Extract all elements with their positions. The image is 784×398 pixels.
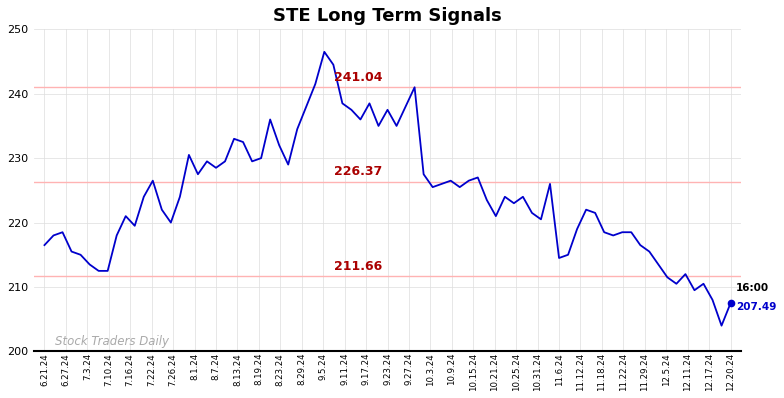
Title: STE Long Term Signals: STE Long Term Signals (273, 7, 502, 25)
Text: 211.66: 211.66 (334, 260, 382, 273)
Text: 16:00: 16:00 (736, 283, 769, 293)
Text: 226.37: 226.37 (334, 165, 382, 178)
Text: 241.04: 241.04 (334, 71, 383, 84)
Text: 207.49: 207.49 (736, 302, 776, 312)
Text: Stock Traders Daily: Stock Traders Daily (55, 335, 169, 348)
